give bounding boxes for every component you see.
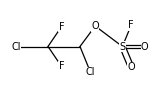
Text: Cl: Cl: [86, 67, 95, 77]
Text: Cl: Cl: [11, 41, 21, 52]
Text: F: F: [59, 61, 64, 72]
Text: O: O: [141, 41, 149, 52]
Text: O: O: [127, 62, 135, 72]
Text: S: S: [119, 41, 125, 52]
Text: O: O: [91, 21, 99, 31]
Text: F: F: [128, 20, 134, 30]
Text: F: F: [59, 21, 64, 32]
